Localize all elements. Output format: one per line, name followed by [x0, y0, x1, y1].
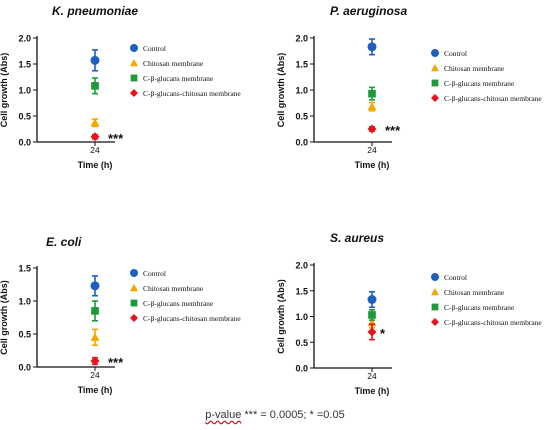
y-axis-label: Cell growth (Abs) [0, 280, 9, 355]
legend-marker [431, 94, 439, 102]
y-tick-label: 0.0 [18, 138, 31, 148]
legend-label: C-β-glucans-chitosan membrane [444, 318, 542, 327]
legend-marker [130, 284, 138, 292]
x-axis-label: Time (h) [78, 160, 113, 170]
legend-label: C-β-glucans membrane [444, 303, 515, 312]
y-tick-label: 0.5 [18, 112, 31, 122]
legend-marker [130, 314, 138, 322]
legend-label: C-β-glucans-chitosan membrane [143, 89, 241, 98]
data-point [90, 132, 100, 142]
significance-marker: *** [385, 123, 401, 138]
legend-label: Chitosan membrane [143, 284, 204, 293]
data-point [91, 82, 99, 90]
x-tick-label: 24 [90, 145, 100, 155]
legend-label: C-β-glucans-chitosan membrane [444, 94, 542, 103]
legend-marker [431, 79, 439, 87]
legend-marker [130, 74, 138, 82]
legend-label: Control [444, 273, 467, 282]
y-tick-label: 1.0 [18, 297, 31, 307]
legend-marker [431, 303, 439, 311]
legend-label: C-β-glucans membrane [444, 79, 515, 88]
y-tick-label: 1.0 [295, 86, 308, 96]
legend-marker [130, 59, 138, 67]
legend-marker [130, 269, 138, 277]
legend-marker [431, 49, 439, 57]
legend-label: C-β-glucans-chitosan membrane [143, 314, 241, 323]
y-tick-label: 0.0 [295, 364, 308, 374]
data-point [90, 118, 100, 127]
legend-label: Control [143, 44, 166, 53]
x-tick-label: 24 [367, 371, 377, 381]
x-tick-label: 24 [367, 145, 377, 155]
legend-label: Chitosan membrane [444, 64, 505, 73]
x-axis-label: Time (h) [78, 385, 113, 395]
legend-marker [130, 89, 138, 97]
legend-marker [431, 318, 439, 326]
y-tick-label: 0.5 [295, 112, 308, 122]
y-tick-label: 1.5 [18, 264, 31, 274]
y-tick-label: 0.5 [18, 330, 31, 340]
chart-title: K. pneumoniae [52, 4, 138, 18]
y-axis-label: Cell growth (Abs) [276, 279, 286, 354]
data-point [367, 42, 377, 52]
significance-marker: * [380, 326, 386, 341]
legend-marker [431, 273, 439, 281]
legend-label: Control [143, 269, 166, 278]
legend-label: Control [444, 49, 467, 58]
legend-marker [431, 64, 439, 72]
p-value-label: p-value [205, 409, 242, 421]
legend-marker [431, 288, 439, 296]
legend-label: Chitosan membrane [444, 288, 505, 297]
significance-marker: *** [108, 131, 124, 146]
significance-marker: *** [108, 355, 124, 370]
legend-marker [130, 299, 138, 307]
data-point [367, 295, 377, 305]
y-tick-label: 2.0 [295, 34, 308, 44]
y-tick-label: 2.0 [18, 34, 31, 44]
legend-label: C-β-glucans membrane [143, 74, 214, 83]
y-tick-label: 0.5 [295, 338, 308, 348]
y-axis-label: Cell growth (Abs) [276, 53, 286, 128]
y-tick-label: 2.0 [295, 261, 308, 271]
data-point [90, 356, 100, 366]
legend-marker [130, 44, 138, 52]
p-value-thresholds: *** = 0.0005; * =0.05 [241, 409, 345, 421]
data-point [367, 327, 377, 337]
data-point [90, 332, 100, 341]
x-tick-label: 24 [90, 370, 100, 380]
y-tick-label: 1.0 [295, 312, 308, 322]
data-point [367, 102, 377, 111]
p-value-footnote: p-value *** = 0.0005; * =0.05 [0, 409, 550, 421]
data-point [368, 89, 376, 98]
data-point [91, 307, 99, 315]
data-point [90, 281, 100, 291]
data-point [367, 124, 377, 134]
chart-title: E. coli [46, 235, 82, 249]
y-tick-label: 1.5 [295, 286, 308, 296]
x-axis-label: Time (h) [355, 386, 390, 396]
legend-label: C-β-glucans membrane [143, 299, 214, 308]
data-point [368, 311, 376, 319]
legend-label: Chitosan membrane [143, 59, 204, 68]
y-tick-label: 1.5 [18, 60, 31, 70]
y-tick-label: 0.0 [18, 363, 31, 373]
data-point [90, 55, 100, 65]
y-tick-label: 1.0 [18, 86, 31, 96]
chart-title: P. aeruginosa [330, 4, 407, 18]
y-tick-label: 0.0 [295, 138, 308, 148]
x-axis-label: Time (h) [355, 160, 390, 170]
y-tick-label: 1.5 [295, 60, 308, 70]
chart-title: S. aureus [330, 231, 384, 245]
y-axis-label: Cell growth (Abs) [0, 53, 9, 128]
